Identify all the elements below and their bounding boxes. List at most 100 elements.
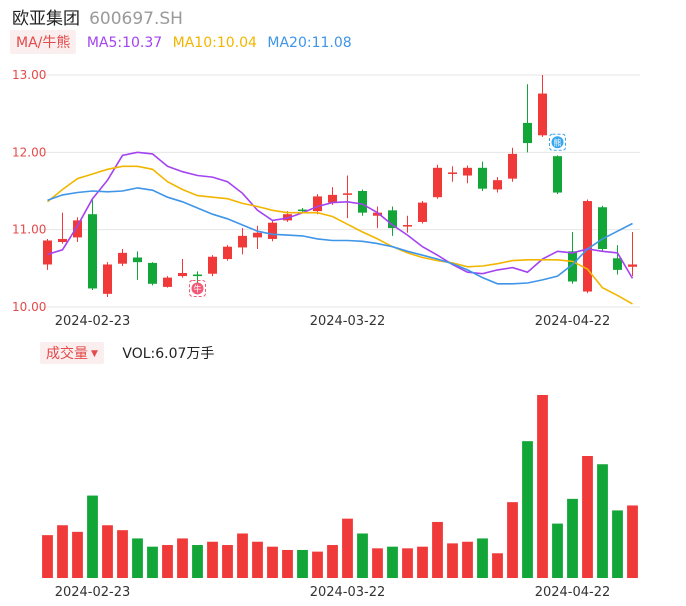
candle-body xyxy=(478,167,487,189)
candle-body xyxy=(178,272,187,277)
candle xyxy=(373,206,382,229)
candle-body xyxy=(433,167,442,198)
candle-body xyxy=(193,274,202,277)
price-tick-label: 13.00 xyxy=(12,68,46,82)
candle xyxy=(133,251,142,280)
candle xyxy=(478,161,487,191)
volume-bar xyxy=(297,549,308,578)
volume-bar xyxy=(57,525,68,578)
signal-marker: 熊 xyxy=(549,133,566,151)
volume-bar xyxy=(342,518,353,578)
candle-body xyxy=(463,167,472,176)
volume-bar xyxy=(282,549,293,578)
stock-code: 600697.SH xyxy=(89,9,183,29)
candle-body xyxy=(163,277,172,287)
candle xyxy=(508,147,517,182)
volume-bar xyxy=(522,441,533,578)
price-tick-label: 11.00 xyxy=(12,223,46,237)
date-axis-labels: 2024-02-23 2024-02-23 2024-03-22 2024-03-22… xyxy=(55,314,611,600)
candle-body xyxy=(73,220,82,238)
marker-label: 牛 xyxy=(194,283,202,293)
volume-bar xyxy=(537,395,548,578)
candle xyxy=(238,228,247,255)
candle xyxy=(523,84,532,153)
candle-body xyxy=(613,258,622,270)
candle-body xyxy=(343,193,352,195)
volume-bar xyxy=(237,533,248,578)
candle-body xyxy=(583,201,592,292)
volume-bar xyxy=(192,545,203,578)
volume-bar xyxy=(492,553,503,578)
candle-body xyxy=(58,238,67,243)
candle-body xyxy=(88,214,97,289)
candle xyxy=(418,201,427,224)
volume-bar xyxy=(552,523,563,578)
candle xyxy=(148,262,157,286)
ma20-line xyxy=(47,187,633,285)
signal-marker: 牛 xyxy=(189,279,206,297)
volume-bar xyxy=(402,548,413,578)
ma5-line xyxy=(47,151,634,279)
price-tick-label: 10.00 xyxy=(12,300,46,314)
candle-body xyxy=(493,180,502,190)
volume-bar xyxy=(597,464,608,578)
date-tick-label: 2024-03-22 xyxy=(310,585,386,600)
candle xyxy=(73,217,82,243)
candle-body xyxy=(568,251,577,282)
candle xyxy=(433,164,442,199)
volume-bar xyxy=(327,545,338,578)
volume-bar xyxy=(477,538,488,578)
volume-bar xyxy=(357,533,368,578)
candle-body xyxy=(238,235,247,248)
price-tick-label: 12.00 xyxy=(12,145,46,159)
date-tick-label: 2024-04-22 xyxy=(535,314,611,329)
candle-body xyxy=(418,202,427,222)
ma-legend: MA/牛熊 MA5:10.37 MA10:10.04 MA20:11.08 xyxy=(10,30,352,54)
volume-bar xyxy=(417,546,428,578)
ma-type-selector[interactable]: MA/牛熊 xyxy=(10,30,77,54)
candle-body xyxy=(508,153,517,179)
volume-bar xyxy=(267,546,278,578)
volume-bar xyxy=(207,541,218,578)
moving-average-lines xyxy=(46,151,634,305)
volume-legend: 成交量 ▼ VOL:6.07万手 xyxy=(40,342,214,364)
candle xyxy=(208,255,217,277)
marker-dot xyxy=(551,136,564,149)
date-tick-label: 2024-04-22 xyxy=(535,585,611,600)
volume-bar xyxy=(387,546,398,578)
volume-bar xyxy=(612,510,623,578)
volume-bar xyxy=(42,535,53,578)
candle-body xyxy=(448,172,457,174)
ma20-value: MA20:11.08 xyxy=(267,35,352,51)
stock-name: 欧亚集团 xyxy=(12,9,80,29)
candle-body xyxy=(373,212,382,216)
candle-body xyxy=(313,196,322,212)
candle xyxy=(448,166,457,182)
price-axis-labels: 13.00 12.00 11.00 10.00 xyxy=(12,68,46,314)
volume-bar xyxy=(312,551,323,578)
candle-body xyxy=(538,93,547,136)
price-grid xyxy=(40,74,640,308)
candle xyxy=(268,220,277,242)
candle xyxy=(253,225,262,249)
marker-label: 熊 xyxy=(554,137,562,147)
volume-bar xyxy=(222,545,233,578)
volume-bar xyxy=(117,530,128,578)
candle-body xyxy=(223,246,232,260)
marker-dot xyxy=(191,282,204,295)
candle xyxy=(118,249,127,267)
candle-body xyxy=(523,122,532,144)
candle xyxy=(463,165,472,184)
candle-body xyxy=(358,191,367,213)
candle xyxy=(388,206,397,236)
candle-body xyxy=(253,232,262,238)
candle xyxy=(613,245,622,275)
volume-bar xyxy=(72,531,83,578)
candle xyxy=(313,194,322,215)
volume-type-selector[interactable]: 成交量 ▼ xyxy=(40,342,104,364)
volume-bar xyxy=(432,521,443,578)
volume-bar xyxy=(252,541,263,578)
candle xyxy=(583,199,592,294)
candle-body xyxy=(403,225,412,227)
volume-bar xyxy=(507,502,518,578)
